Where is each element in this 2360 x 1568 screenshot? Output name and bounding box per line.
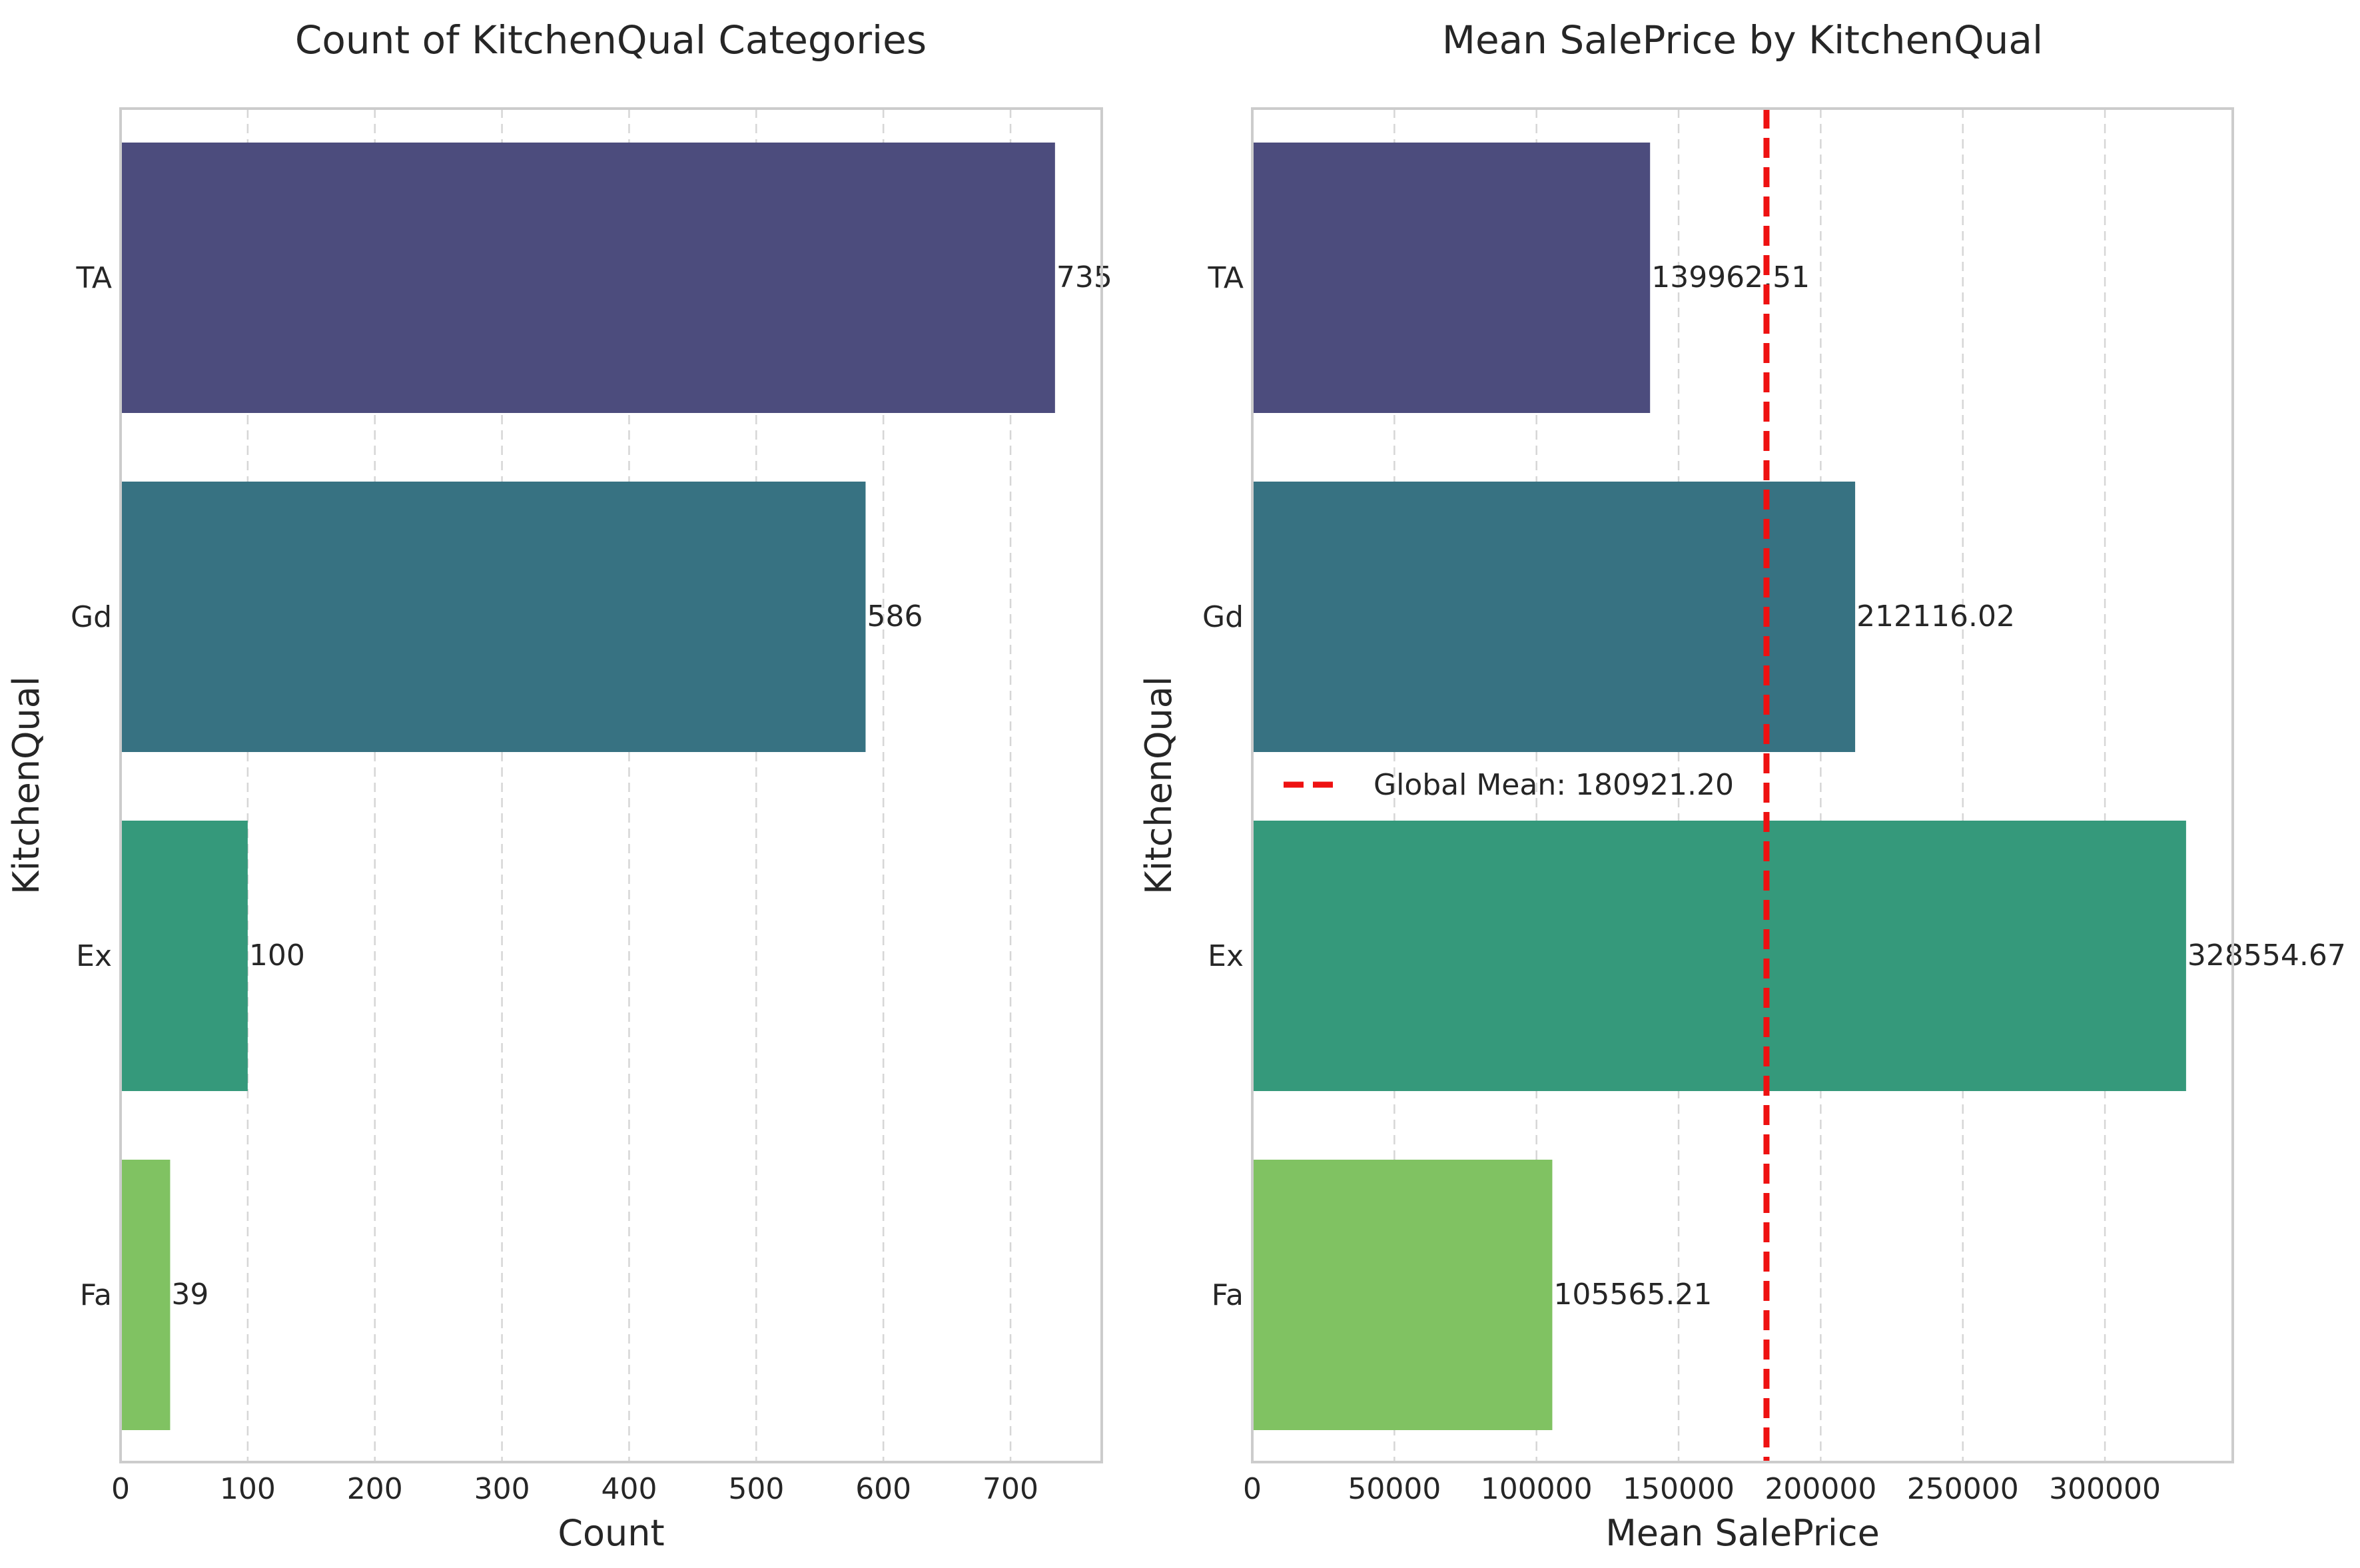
- count-bar-gd: [121, 482, 866, 752]
- saleprice-value-label-gd: 212116.02: [1856, 599, 2015, 633]
- count-y-tick-label-gd: Gd: [71, 600, 112, 634]
- saleprice-bar-fa: [1252, 1160, 1553, 1430]
- saleprice-bar-ta: [1252, 143, 1651, 413]
- count-x-tick-label: 100: [220, 1472, 276, 1506]
- count-x-tick-label: 200: [347, 1472, 403, 1506]
- mean-saleprice-chart-panel: 139962.51 212116.02 328554.67 105565.21 Glob…: [1138, 17, 2346, 1554]
- count-value-label-ta: 735: [1056, 260, 1112, 294]
- saleprice-y-tick-label-ta: TA: [1207, 261, 1244, 295]
- saleprice-x-tick-label: 0: [1243, 1472, 1262, 1506]
- legend: Global Mean: 180921.20: [1284, 768, 1734, 802]
- count-x-tick-label: 400: [601, 1472, 657, 1506]
- saleprice-value-label-ex: 328554.67: [2187, 939, 2346, 973]
- saleprice-value-label-fa: 105565.21: [1553, 1278, 1712, 1312]
- count-y-tick-label-ex: Ex: [76, 939, 112, 973]
- count-value-label-ex: 100: [249, 939, 305, 973]
- saleprice-x-axis-label: Mean SalePrice: [1605, 1512, 1880, 1554]
- saleprice-x-tick-label: 250000: [1907, 1472, 2019, 1506]
- saleprice-value-label-ta: 139962.51: [1651, 260, 1810, 294]
- saleprice-plot-frame: [1251, 107, 2234, 1463]
- count-y-axis-label: KitchenQual: [5, 676, 47, 895]
- count-chart-panel: 735 586 100 39 0 100 200 300 400 500 600 700 TA Gd Ex F…: [5, 17, 1112, 1554]
- count-x-tick-label: 500: [728, 1472, 784, 1506]
- count-value-label-fa: 39: [171, 1278, 208, 1312]
- count-x-axis-label: Count: [558, 1512, 664, 1554]
- saleprice-x-tick-label: 50000: [1348, 1472, 1441, 1506]
- saleprice-chart-title: Mean SalePrice by KitchenQual: [1442, 17, 2043, 63]
- legend-label: Global Mean: 180921.20: [1374, 768, 1734, 802]
- saleprice-y-axis-label: KitchenQual: [1138, 676, 1180, 895]
- saleprice-x-tick-label: 300000: [2049, 1472, 2161, 1506]
- saleprice-bar-ex: [1252, 821, 2186, 1091]
- count-plot-frame: [119, 107, 1103, 1463]
- saleprice-x-tick-label: 200000: [1765, 1472, 1876, 1506]
- count-bar-ex: [121, 821, 248, 1091]
- saleprice-y-tick-label-ex: Ex: [1208, 939, 1244, 973]
- saleprice-x-tick-label: 150000: [1623, 1472, 1735, 1506]
- saleprice-y-tick-label-gd: Gd: [1202, 600, 1244, 634]
- count-x-tick-label: 0: [111, 1472, 130, 1506]
- count-x-tick-label: 700: [983, 1472, 1038, 1506]
- count-x-tick-label: 300: [474, 1472, 530, 1506]
- count-value-label-gd: 586: [867, 599, 923, 633]
- count-bar-ta: [121, 143, 1055, 413]
- saleprice-y-tick-label-fa: Fa: [1212, 1278, 1244, 1312]
- saleprice-bar-gd: [1252, 482, 1856, 752]
- count-chart-title: Count of KitchenQual Categories: [295, 17, 927, 63]
- count-y-tick-label-ta: TA: [75, 261, 112, 295]
- count-y-tick-label-fa: Fa: [80, 1278, 112, 1312]
- saleprice-x-tick-label: 100000: [1481, 1472, 1593, 1506]
- count-x-tick-label: 600: [855, 1472, 911, 1506]
- count-bar-fa: [121, 1160, 171, 1430]
